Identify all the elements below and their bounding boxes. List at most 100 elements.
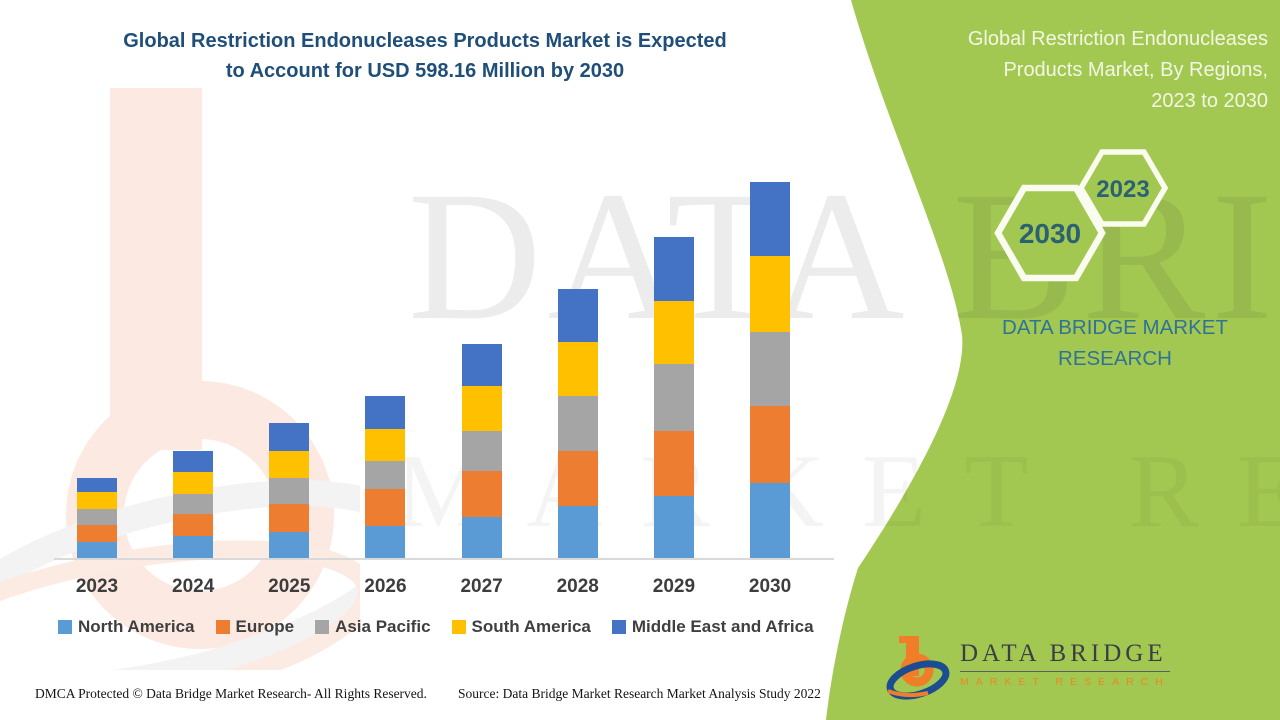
gray-swoosh-watermark <box>0 480 360 670</box>
legend-item-south-america: South America <box>451 617 591 637</box>
legend-label: South America <box>471 617 591 636</box>
bar-segment-2023-asia-pacific <box>77 509 117 525</box>
x-axis-line <box>54 558 834 560</box>
bar-segment-2024-europe <box>173 514 214 536</box>
legend-swatch-icon <box>451 620 466 634</box>
bar-segment-2027-middle-east-and-africa <box>461 344 502 386</box>
green-panel-background <box>826 0 1280 720</box>
bar-segment-2028-asia-pacific <box>557 396 598 451</box>
footer-dmca-notice: DMCA Protected © Data Bridge Market Rese… <box>35 686 427 701</box>
bar-segment-2030-north-america <box>750 483 791 558</box>
b-serif <box>899 636 909 643</box>
side-panel-brand-line2: RESEARCH <box>1058 347 1172 370</box>
green-panel-shape <box>826 0 1280 720</box>
x-axis-label-2026: 2026 <box>364 576 407 597</box>
bar-segment-2023-middle-east-and-africa <box>77 478 117 492</box>
legend-label: Europe <box>235 617 295 636</box>
side-panel-title: Global Restriction Endonucleases Product… <box>968 24 1268 117</box>
legend-item-middle-east-and-africa: Middle East and Africa <box>611 617 814 637</box>
stacked-bar-2024 <box>173 451 214 558</box>
legend-item-north-america: North America <box>58 617 195 637</box>
legend-item-europe: Europe <box>215 617 295 637</box>
legend-label: Middle East and Africa <box>631 617 814 636</box>
bar-segment-2025-asia-pacific <box>269 478 310 504</box>
side-panel-brand: DATA BRIDGE MARKET RESEARCH <box>960 312 1270 374</box>
stacked-bar-2025 <box>269 423 310 558</box>
hexagon-2023-label: 2023 <box>1096 176 1149 203</box>
bar-segment-2030-middle-east-and-africa <box>750 182 791 256</box>
x-axis-label-2030: 2030 <box>748 576 792 597</box>
data-bridge-logo-icon <box>886 636 950 700</box>
legend-swatch-icon <box>315 620 330 634</box>
side-panel-title-line3: 2023 to 2030 <box>1151 90 1268 112</box>
bar-segment-2024-middle-east-and-africa <box>173 451 214 472</box>
bar-segment-2026-europe <box>365 489 406 526</box>
side-panel-title-line1: Global Restriction Endonucleases <box>967 28 1268 50</box>
bar-segment-2027-europe <box>461 471 502 517</box>
bar-segment-2028-middle-east-and-africa <box>557 289 598 342</box>
bar-segment-2028-europe <box>557 451 598 506</box>
legend-label: Asia Pacific <box>335 617 431 636</box>
legend-swatch-icon <box>215 620 230 634</box>
hexagon-year-badges: 2030 2023 <box>994 149 1169 282</box>
brand-logo-text: DATA BRIDGE MARKET RESEARCH <box>960 640 1170 688</box>
bar-segment-2025-europe <box>269 504 310 532</box>
bar-segment-2024-asia-pacific <box>173 494 214 514</box>
bar-segment-2023-europe <box>77 525 117 542</box>
x-axis-label-2023: 2023 <box>75 576 119 597</box>
hexagon-2030-label: 2030 <box>1019 218 1081 249</box>
x-axis-label-2029: 2029 <box>652 576 696 597</box>
bar-segment-2027-asia-pacific <box>461 431 502 471</box>
hexagon-2030 <box>994 184 1106 282</box>
legend-swatch-icon <box>58 620 72 634</box>
bar-segment-2026-south-america <box>365 429 406 461</box>
bar-segment-2027-north-america <box>461 517 502 558</box>
bar-segment-2025-north-america <box>269 532 310 558</box>
bar-segment-2023-south-america <box>77 492 117 509</box>
x-axis-label-2027: 2027 <box>460 576 503 597</box>
bar-segment-2024-south-america <box>173 472 214 494</box>
stacked-bar-2029 <box>653 237 694 558</box>
x-axis-label-2028: 2028 <box>556 576 599 597</box>
page-title-line2: to Account for USD 598.16 Million by 203… <box>225 60 625 82</box>
bar-segment-2025-middle-east-and-africa <box>269 423 310 451</box>
orange-tail <box>887 689 929 698</box>
brand-subtitle: MARKET RESEARCH <box>960 676 1170 688</box>
side-panel-brand-line1: DATA BRIDGE MARKET <box>1002 316 1228 339</box>
chart-legend: North America Europe Asia Pacific South Ame… <box>58 617 814 637</box>
page-title: Global Restriction Endonucleases Product… <box>75 26 775 86</box>
peach-swoosh-watermark <box>0 540 360 670</box>
bar-segment-2025-south-america <box>269 451 310 478</box>
stacked-bar-2030 <box>750 182 791 558</box>
legend-swatch-icon <box>611 620 626 634</box>
bar-segment-2030-south-america <box>750 256 791 332</box>
legend-item-asia-pacific: Asia Pacific <box>315 617 431 637</box>
bar-segment-2023-north-america <box>77 542 117 558</box>
x-axis-label-2025: 2025 <box>268 576 311 597</box>
bar-segment-2027-south-america <box>461 386 502 431</box>
brand-name: DATA BRIDGE <box>960 640 1170 672</box>
bar-segment-2029-asia-pacific <box>653 364 694 431</box>
hexagon-2023 <box>1077 149 1169 227</box>
bar-segment-2028-south-america <box>557 342 598 396</box>
bar-segment-2029-north-america <box>653 496 694 558</box>
bar-segment-2030-asia-pacific <box>750 332 791 406</box>
bar-segment-2024-north-america <box>173 536 214 558</box>
bar-segment-2028-north-america <box>557 506 598 558</box>
x-axis-label-2024: 2024 <box>172 576 215 597</box>
stacked-bar-2028 <box>557 289 598 558</box>
stacked-bar-2023 <box>77 478 117 558</box>
stacked-bar-2027 <box>461 344 502 558</box>
bar-segment-2026-middle-east-and-africa <box>365 396 406 429</box>
page-title-line1: Global Restriction Endonucleases Product… <box>123 30 727 52</box>
bar-segment-2029-middle-east-and-africa <box>653 237 694 301</box>
legend-label: North America <box>78 617 195 636</box>
bar-segment-2029-south-america <box>653 301 694 364</box>
bar-segment-2029-europe <box>653 431 694 496</box>
footer-source-note: Source: Data Bridge Market Research Mark… <box>458 686 821 701</box>
side-panel-title-line2: Products Market, By Regions, <box>1003 59 1268 81</box>
bar-segment-2026-asia-pacific <box>365 461 406 489</box>
brand-logo: DATA BRIDGE MARKET RESEARCH <box>886 634 1170 706</box>
bar-segment-2026-north-america <box>365 526 406 558</box>
